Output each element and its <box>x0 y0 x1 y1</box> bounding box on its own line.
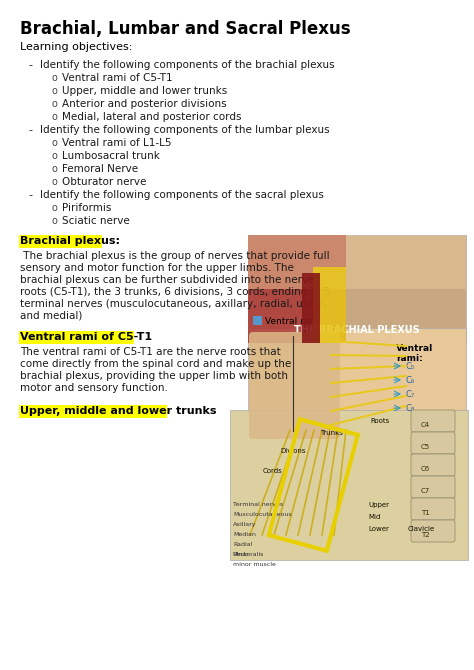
Text: Upper, middle and lower trunks: Upper, middle and lower trunks <box>62 86 227 96</box>
FancyBboxPatch shape <box>313 267 346 343</box>
Text: sensory and motor function for the upper limbs. The: sensory and motor function for the upper… <box>20 263 294 273</box>
Text: Trunks: Trunks <box>320 430 343 436</box>
FancyBboxPatch shape <box>248 235 466 289</box>
FancyBboxPatch shape <box>411 520 455 542</box>
Text: Cords: Cords <box>263 468 283 474</box>
Text: o: o <box>52 73 58 83</box>
Text: o: o <box>52 86 58 96</box>
Text: -: - <box>28 60 32 70</box>
Text: T1: T1 <box>420 510 429 516</box>
Text: brachial plexus, providing the upper limb with both: brachial plexus, providing the upper lim… <box>20 371 288 381</box>
Text: Upper: Upper <box>368 502 389 508</box>
FancyBboxPatch shape <box>302 273 320 343</box>
Text: Ulnar: Ulnar <box>233 552 250 557</box>
Text: Medial, lateral and posterior cords: Medial, lateral and posterior cords <box>62 112 241 122</box>
FancyBboxPatch shape <box>411 498 455 520</box>
FancyBboxPatch shape <box>411 432 455 454</box>
Text: Ventral
rami:: Ventral rami: <box>396 344 433 363</box>
Text: o: o <box>52 216 58 226</box>
Text: Anterior and posterior divisions: Anterior and posterior divisions <box>62 99 227 109</box>
FancyBboxPatch shape <box>411 476 455 498</box>
Text: o: o <box>52 99 58 109</box>
Text: The brachial plexus is the group of nerves that provide full: The brachial plexus is the group of nerv… <box>20 251 329 261</box>
Text: Radial: Radial <box>233 542 252 547</box>
Text: Ventral rami: Ventral rami <box>265 317 321 326</box>
Text: o: o <box>52 203 58 213</box>
Text: C7: C7 <box>420 488 429 494</box>
FancyBboxPatch shape <box>19 331 134 344</box>
Text: The ventral rami of C5-T1 are the nerve roots that: The ventral rami of C5-T1 are the nerve … <box>20 347 281 357</box>
Text: Identify the following components of the lumbar plexus: Identify the following components of the… <box>40 125 329 135</box>
Text: Femoral Nerve: Femoral Nerve <box>62 164 138 174</box>
Text: Median: Median <box>233 532 256 537</box>
Text: Obturator nerve: Obturator nerve <box>62 177 146 187</box>
Text: Ventral rami of C5-T1: Ventral rami of C5-T1 <box>20 332 152 342</box>
Text: Clavicle: Clavicle <box>408 526 435 532</box>
Text: Lumbosacral trunk: Lumbosacral trunk <box>62 151 160 161</box>
FancyBboxPatch shape <box>248 235 466 343</box>
Text: C₇: C₇ <box>406 390 415 399</box>
Text: Roots: Roots <box>370 418 389 424</box>
Text: THE BRACHIAL PLEXUS: THE BRACHIAL PLEXUS <box>294 325 420 335</box>
Text: come directly from the spinal cord and make up the: come directly from the spinal cord and m… <box>20 359 291 369</box>
FancyBboxPatch shape <box>19 235 102 248</box>
Text: minor muscle: minor muscle <box>233 562 276 567</box>
Text: Terminal nerves: Terminal nerves <box>233 502 283 507</box>
FancyBboxPatch shape <box>411 410 455 432</box>
FancyBboxPatch shape <box>248 235 346 343</box>
Text: Mid: Mid <box>368 514 380 520</box>
FancyBboxPatch shape <box>411 454 455 476</box>
Text: motor and sensory function.: motor and sensory function. <box>20 383 168 393</box>
FancyBboxPatch shape <box>230 410 468 560</box>
Text: C₅: C₅ <box>406 362 415 371</box>
Text: C₆: C₆ <box>406 376 415 385</box>
Text: Musculocutaneous: Musculocutaneous <box>233 512 292 517</box>
Text: Identify the following components of the sacral plexus: Identify the following components of the… <box>40 190 324 200</box>
Text: o: o <box>52 138 58 148</box>
Text: C₈: C₈ <box>406 404 415 413</box>
Text: Brachial, Lumbar and Sacral Plexus: Brachial, Lumbar and Sacral Plexus <box>20 20 351 38</box>
Text: and medial): and medial) <box>20 311 82 321</box>
Text: C4: C4 <box>420 422 429 428</box>
Text: Lower: Lower <box>368 526 389 532</box>
Text: Ventral rami of L1-L5: Ventral rami of L1-L5 <box>62 138 172 148</box>
Text: roots (C5-T1), the 3 trunks, 6 divisions, 3 cords, ending in 5: roots (C5-T1), the 3 trunks, 6 divisions… <box>20 287 330 297</box>
Text: o: o <box>52 151 58 161</box>
Text: Ventral rami of C5-T1: Ventral rami of C5-T1 <box>62 73 173 83</box>
Text: C5: C5 <box>420 444 429 450</box>
FancyBboxPatch shape <box>19 405 167 418</box>
Text: -: - <box>28 125 32 135</box>
Text: brachial plexus can be further subdivided into the nerve: brachial plexus can be further subdivide… <box>20 275 315 285</box>
Text: Pectoralis: Pectoralis <box>233 552 264 557</box>
Text: Div.ons: Div.ons <box>280 448 306 454</box>
Text: o: o <box>52 177 58 187</box>
Text: Sciatic nerve: Sciatic nerve <box>62 216 130 226</box>
Text: o: o <box>52 112 58 122</box>
FancyBboxPatch shape <box>249 332 340 439</box>
FancyBboxPatch shape <box>248 328 466 443</box>
Text: C6: C6 <box>420 466 429 472</box>
Text: Piriformis: Piriformis <box>62 203 111 213</box>
Text: Upper, middle and lower trunks: Upper, middle and lower trunks <box>20 406 217 416</box>
Text: T2: T2 <box>421 532 429 538</box>
Text: terminal nerves (musculocutaneous, axillary, radial, ulnar,: terminal nerves (musculocutaneous, axill… <box>20 299 327 309</box>
Text: o: o <box>52 164 58 174</box>
Text: Identify the following components of the brachial plexus: Identify the following components of the… <box>40 60 335 70</box>
FancyBboxPatch shape <box>253 316 262 325</box>
Text: Axillary: Axillary <box>233 522 256 527</box>
Text: Brachial plexus:: Brachial plexus: <box>20 236 120 246</box>
Text: -: - <box>28 190 32 200</box>
Text: Learning objectives:: Learning objectives: <box>20 42 132 52</box>
